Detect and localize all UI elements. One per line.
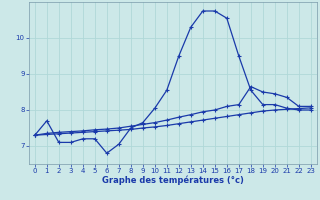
X-axis label: Graphe des températures (°c): Graphe des températures (°c)	[102, 176, 244, 185]
